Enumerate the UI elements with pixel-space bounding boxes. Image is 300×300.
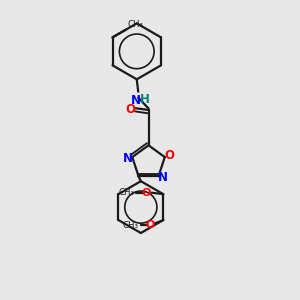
Text: CH₃: CH₃ bbox=[128, 20, 144, 29]
Text: N: N bbox=[123, 152, 133, 165]
Text: O: O bbox=[142, 188, 151, 198]
Text: O: O bbox=[125, 103, 135, 116]
Text: H: H bbox=[140, 93, 150, 106]
Text: N: N bbox=[131, 94, 141, 107]
Text: O: O bbox=[146, 220, 155, 230]
Text: O: O bbox=[164, 149, 175, 162]
Text: CH₃: CH₃ bbox=[118, 188, 134, 197]
Text: CH₃: CH₃ bbox=[123, 221, 139, 230]
Text: N: N bbox=[158, 171, 168, 184]
